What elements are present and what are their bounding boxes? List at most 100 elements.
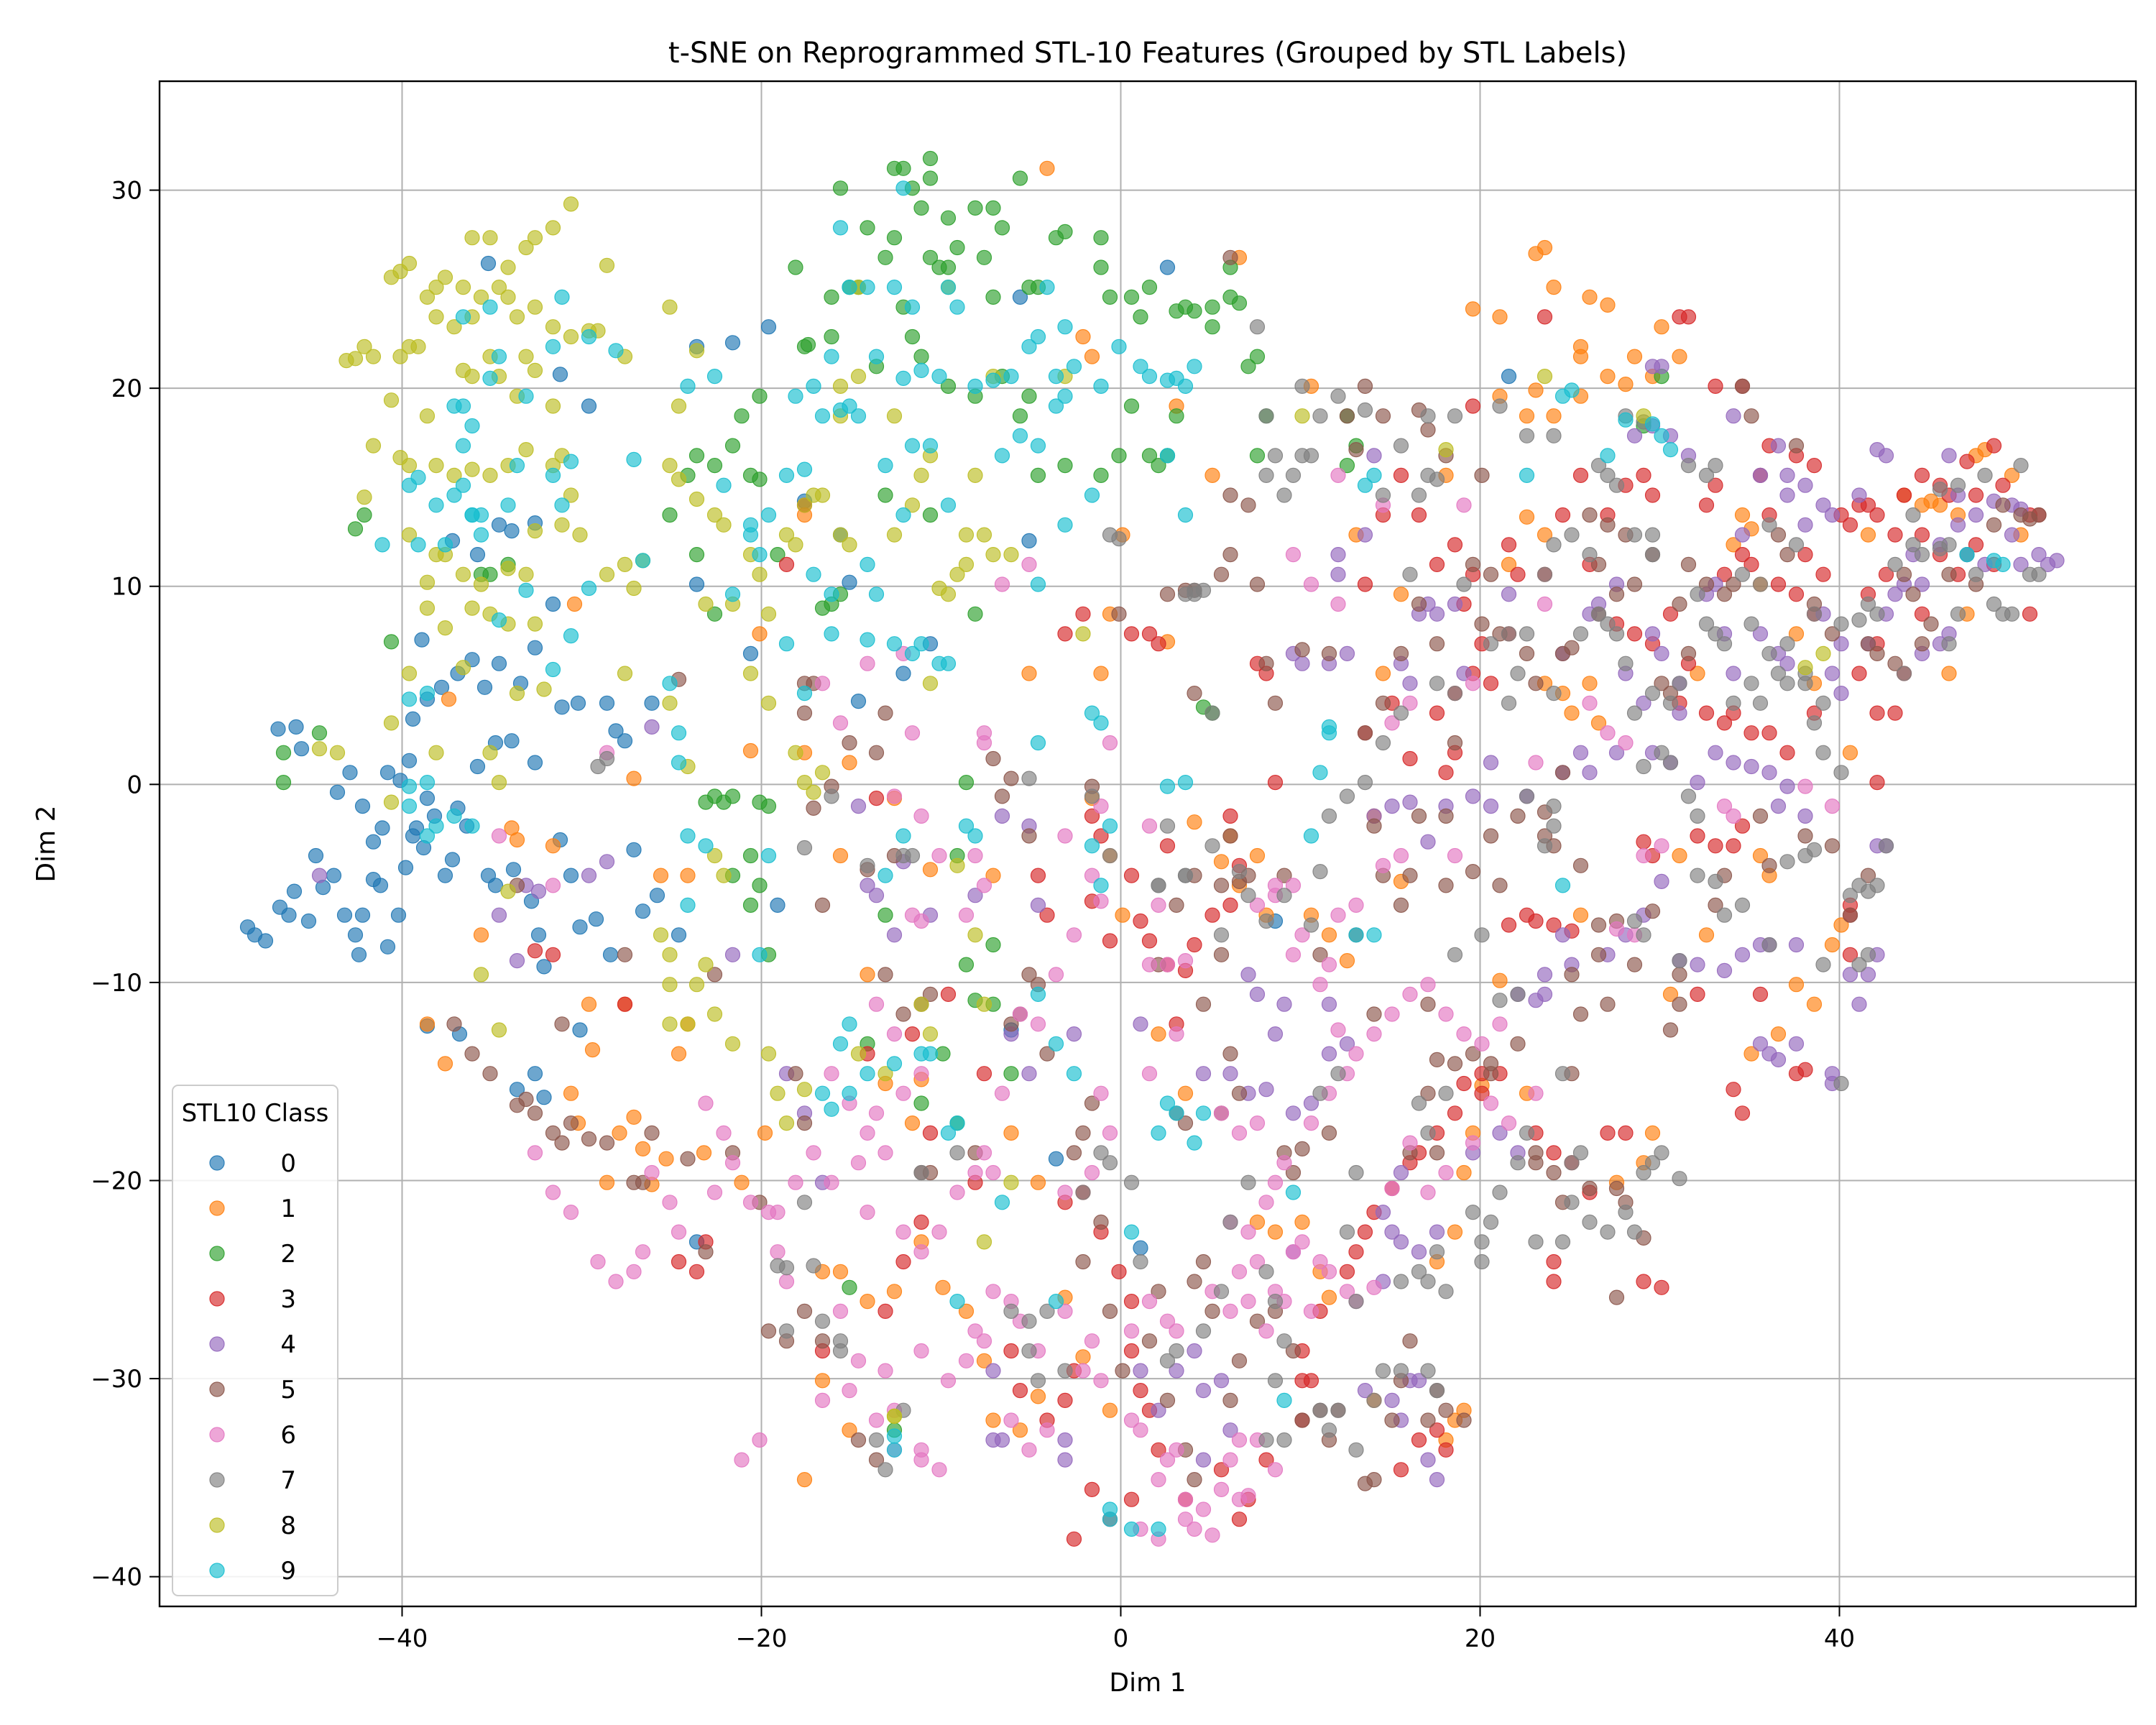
- data-point-class-5: [1465, 1046, 1481, 1062]
- data-point-class-9: [482, 370, 498, 387]
- data-point-class-7: [1204, 838, 1220, 854]
- data-point-class-3: [1429, 556, 1445, 573]
- data-point-class-0: [405, 711, 421, 727]
- data-point-class-5: [1187, 1472, 1202, 1488]
- data-point-class-6: [842, 1382, 857, 1399]
- data-point-class-1: [1375, 666, 1391, 681]
- data-point-class-0: [552, 367, 568, 382]
- data-point-class-1: [1093, 666, 1109, 681]
- data-point-class-4: [1582, 765, 1598, 781]
- data-point-class-6: [1474, 1036, 1490, 1052]
- data-point-class-6: [1303, 1303, 1319, 1320]
- data-point-class-5: [1285, 1343, 1302, 1359]
- data-point-class-3: [1393, 1462, 1409, 1478]
- data-point-class-9: [904, 645, 921, 662]
- data-point-class-7: [1869, 606, 1885, 622]
- data-point-class-9: [868, 349, 885, 364]
- data-point-class-1: [935, 1279, 951, 1295]
- data-point-class-3: [1698, 497, 1715, 513]
- y-tick-label: −20: [91, 1167, 142, 1195]
- data-point-class-7: [1950, 606, 1966, 622]
- data-point-class-7: [1600, 1224, 1616, 1240]
- data-point-class-9: [419, 774, 436, 791]
- data-point-class-2: [1057, 224, 1073, 239]
- data-point-class-4: [985, 1432, 1001, 1448]
- data-point-class-2: [976, 249, 992, 265]
- data-point-class-5: [1348, 441, 1364, 458]
- data-point-class-7: [1169, 1343, 1184, 1359]
- data-point-class-6: [931, 1224, 947, 1240]
- legend-items: 0 1 2 3 4 5 6 7 8 9: [209, 1149, 296, 1586]
- data-point-class-4: [1654, 873, 1669, 890]
- data-point-class-6: [1285, 878, 1302, 893]
- data-point-class-9: [895, 180, 911, 196]
- data-point-class-9: [446, 487, 462, 503]
- data-point-class-7: [1447, 408, 1463, 424]
- data-point-class-6: [976, 1145, 992, 1161]
- data-point-class-3: [1572, 467, 1589, 484]
- data-point-class-3: [1213, 1462, 1230, 1478]
- data-point-class-7: [949, 1145, 965, 1161]
- data-point-class-5: [1102, 1303, 1118, 1320]
- data-point-class-6: [1084, 868, 1100, 883]
- data-point-class-8: [688, 977, 705, 993]
- data-point-class-8: [311, 741, 328, 757]
- data-point-class-4: [1752, 626, 1769, 642]
- data-point-class-6: [1213, 1481, 1230, 1497]
- data-point-class-6: [913, 808, 929, 824]
- data-point-class-1: [1806, 996, 1823, 1012]
- data-point-class-6: [1169, 1323, 1184, 1339]
- y-tick-label: 20: [111, 374, 142, 403]
- data-point-class-9: [895, 828, 911, 844]
- data-point-class-9: [626, 451, 642, 468]
- data-point-class-1: [886, 1284, 903, 1300]
- data-point-class-2: [662, 507, 678, 523]
- data-point-class-3: [1102, 933, 1118, 949]
- data-point-class-9: [940, 497, 957, 513]
- data-point-class-1: [1726, 537, 1741, 553]
- data-point-class-6: [1123, 1323, 1140, 1339]
- data-point-class-7: [1474, 1254, 1490, 1270]
- data-point-class-0: [419, 790, 436, 806]
- data-point-class-7: [1003, 1303, 1019, 1320]
- data-point-class-8: [742, 666, 759, 681]
- data-point-class-8: [976, 996, 992, 1012]
- legend-label: 7: [280, 1466, 296, 1495]
- data-point-class-5: [1672, 996, 1687, 1012]
- data-point-class-4: [1057, 1452, 1073, 1468]
- data-point-class-2: [842, 1279, 857, 1295]
- data-point-class-5: [1213, 947, 1230, 962]
- data-point-class-7: [913, 1164, 929, 1181]
- data-point-class-9: [1554, 878, 1571, 893]
- data-point-class-5: [1195, 996, 1212, 1012]
- data-point-class-8: [482, 467, 498, 484]
- data-point-class-9: [1012, 428, 1028, 443]
- data-point-class-6: [1330, 907, 1346, 923]
- data-point-class-7: [1644, 527, 1661, 543]
- data-point-class-5: [2031, 507, 2047, 523]
- data-point-class-3: [1133, 1382, 1148, 1399]
- data-point-class-3: [1851, 666, 1867, 681]
- data-point-class-8: [617, 666, 633, 681]
- data-point-class-7: [1672, 1171, 1687, 1187]
- data-point-class-3: [1770, 576, 1787, 592]
- data-point-class-8: [473, 967, 489, 983]
- data-point-class-3: [1057, 626, 1073, 642]
- data-point-class-7: [1654, 1145, 1669, 1161]
- data-point-class-6: [913, 1066, 929, 1082]
- data-point-class-5: [1420, 996, 1436, 1012]
- data-point-class-5: [1187, 1274, 1202, 1289]
- data-point-class-0: [527, 755, 543, 770]
- data-point-class-5: [1590, 917, 1607, 933]
- data-point-class-5: [464, 1046, 480, 1062]
- data-point-class-4: [1797, 517, 1813, 533]
- data-point-class-7: [1590, 606, 1607, 622]
- data-point-class-6: [1600, 725, 1616, 741]
- data-point-class-9: [922, 1046, 939, 1062]
- data-point-class-6: [1528, 1085, 1544, 1101]
- data-point-class-9: [796, 685, 813, 702]
- data-point-class-5: [1914, 636, 1930, 652]
- data-point-class-5: [617, 947, 633, 962]
- data-point-class-6: [1267, 1174, 1284, 1190]
- data-point-class-4: [724, 947, 741, 962]
